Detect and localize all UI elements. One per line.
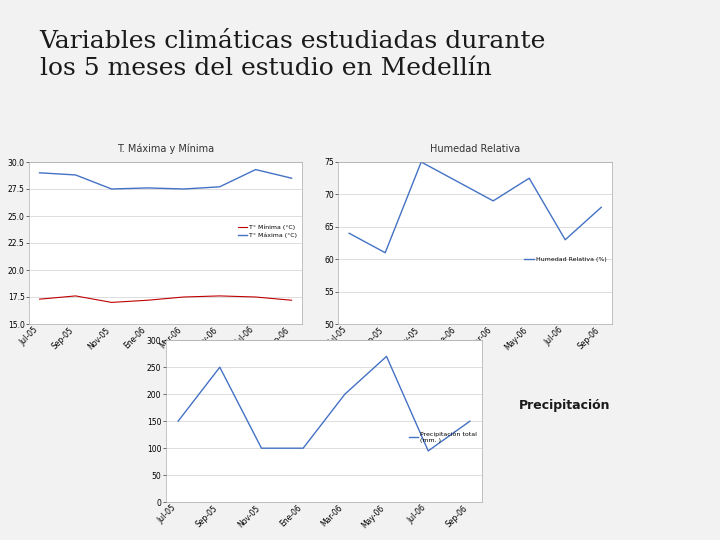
Text: Precipitación: Precipitación <box>518 399 610 411</box>
Legend: Humedad Relativa (%): Humedad Relativa (%) <box>522 254 609 265</box>
Text: T. Máxima y Mínima: T. Máxima y Mínima <box>117 144 214 154</box>
Text: Variables climáticas estudiadas durante: Variables climáticas estudiadas durante <box>40 30 546 53</box>
Text: Humedad Relativa: Humedad Relativa <box>430 144 521 154</box>
Legend: Precipitación total
(mm. ): Precipitación total (mm. ) <box>406 429 480 445</box>
Legend: T° Mínima (°C), T° Máxima (°C): T° Mínima (°C), T° Máxima (°C) <box>235 222 300 241</box>
Text: los 5 meses del estudio en Medellín: los 5 meses del estudio en Medellín <box>40 57 492 80</box>
